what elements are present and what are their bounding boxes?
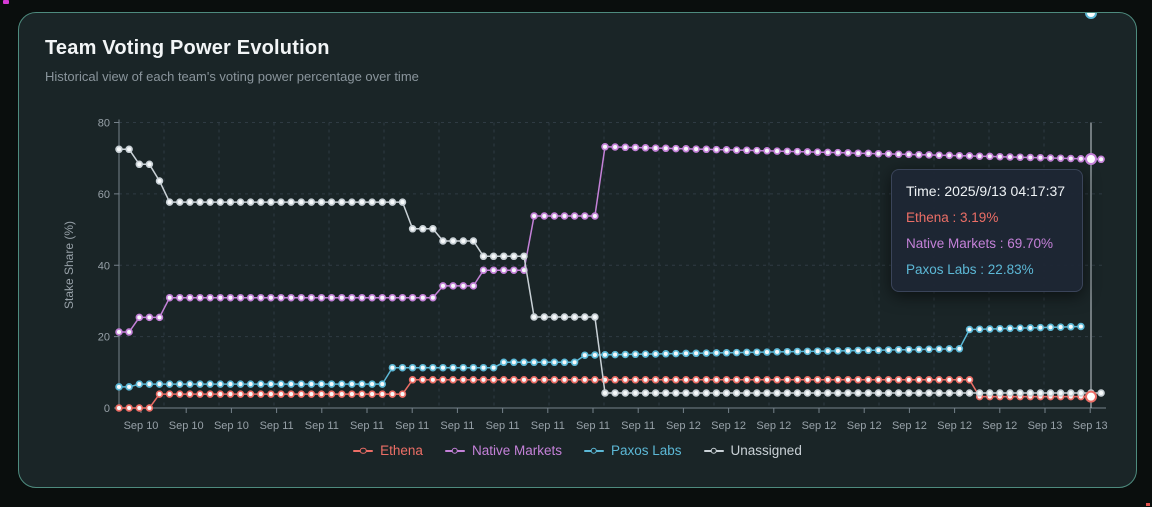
legend-item-ethena[interactable]: Ethena — [353, 443, 423, 458]
x-tick-label: Sep 12 — [892, 420, 927, 432]
legend-label: Unassigned — [730, 443, 802, 458]
x-tick-label: Sep 12 — [711, 420, 746, 432]
x-tick-label: Sep 12 — [666, 420, 701, 432]
tooltip-row-native-markets: Native Markets : 69.70% — [906, 236, 1054, 251]
y-tick-label: 40 — [98, 260, 110, 272]
legend-marker-icon — [444, 446, 465, 455]
axes: 0 20 40 60 80 Sep 10 Sep 10 Sep 10 Sep 11 Sep 11 S… — [62, 118, 1108, 433]
x-tick-label: Sep 12 — [937, 420, 972, 432]
chart-plot-area[interactable]: 0 20 40 60 80 Sep 10 Sep 10 Sep 10 Sep 11 Sep 11 S… — [19, 13, 1136, 487]
x-tick-label: Sep 12 — [802, 420, 837, 432]
tooltip-row-ethena: Ethena : 3.19% — [906, 210, 999, 225]
legend-marker-icon — [583, 446, 604, 455]
x-tick-label: Sep 13 — [1028, 420, 1063, 432]
x-tick-label: Sep 12 — [982, 420, 1017, 432]
legend-item-native-markets[interactable]: Native Markets — [444, 443, 562, 458]
x-tick-label: Sep 12 — [847, 420, 882, 432]
legend-label: Ethena — [380, 443, 423, 458]
x-tick-label: Sep 11 — [440, 420, 474, 432]
chart-tooltip: Time: 2025/9/13 04:17:37 Ethena : 3.19% N… — [891, 169, 1083, 292]
artifact-magenta-speck — [3, 0, 9, 4]
chart-title: Team Voting Power Evolution — [45, 37, 330, 59]
hover-point-native-markets — [1085, 153, 1097, 166]
chart-header: Team Voting Power Evolution Historical v… — [45, 37, 419, 84]
y-tick-label: 20 — [98, 332, 110, 344]
x-tick-label: Sep 13 — [1073, 420, 1108, 432]
chart-card: Team Voting Power Evolution Historical v… — [18, 12, 1137, 488]
legend-label: Native Markets — [471, 443, 562, 458]
x-tick-label: Sep 11 — [621, 420, 655, 432]
y-axis-title: Stake Share (%) — [62, 221, 76, 309]
x-tick-label: Sep 11 — [350, 420, 384, 432]
series-unassigned — [115, 145, 1105, 397]
x-tick-label: Sep 11 — [305, 420, 339, 432]
x-tick-label: Sep 11 — [531, 420, 565, 432]
artifact-red-speck — [1146, 503, 1150, 506]
x-tick-label: Sep 11 — [395, 420, 429, 432]
chart-legend: Ethena Native Markets Paxos Labs Unassigned — [19, 443, 1136, 458]
y-tick-label: 0 — [104, 403, 110, 415]
legend-item-paxos-labs[interactable]: Paxos Labs — [583, 443, 682, 458]
x-tick-label: Sep 10 — [214, 420, 249, 432]
legend-marker-icon — [353, 446, 374, 455]
x-tick-label: Sep 11 — [260, 420, 294, 432]
legend-label: Paxos Labs — [610, 443, 682, 458]
tooltip-time: Time: 2025/9/13 04:17:37 — [906, 183, 1066, 199]
chart-canvas: 0 20 40 60 80 Sep 10 Sep 10 Sep 10 Sep 11 Sep 11 S… — [62, 13, 1108, 433]
chart-subtitle: Historical view of each team's voting po… — [45, 69, 419, 84]
series-native-markets — [115, 143, 1105, 336]
hover-point-paxos-labs — [1085, 13, 1097, 19]
x-tick-label: Sep 10 — [124, 420, 159, 432]
x-tick-label: Sep 12 — [756, 420, 791, 432]
tooltip-row-paxos-labs: Paxos Labs : 22.83% — [906, 262, 1034, 277]
x-tick-label: Sep 11 — [576, 420, 610, 432]
x-tick-label: Sep 11 — [486, 420, 520, 432]
hover-point-ethena — [1085, 390, 1097, 403]
x-tick-label: Sep 10 — [169, 420, 204, 432]
series-ethena — [115, 376, 1095, 412]
y-tick-label: 60 — [98, 189, 110, 201]
legend-marker-icon — [703, 446, 724, 455]
y-tick-label: 80 — [98, 118, 110, 130]
legend-item-unassigned[interactable]: Unassigned — [703, 443, 802, 458]
